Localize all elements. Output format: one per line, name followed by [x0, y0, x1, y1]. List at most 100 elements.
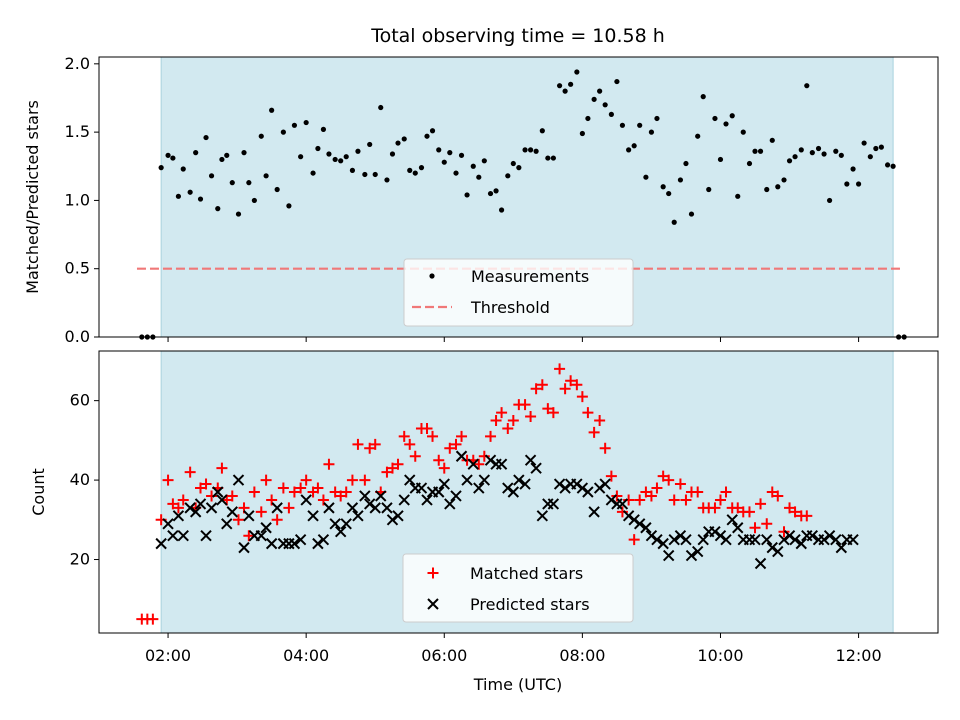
matched-star-point [732, 502, 744, 514]
top-y-tick-label: 0.5 [65, 259, 90, 278]
chart-title: Total observing time = 10.58 h [370, 25, 665, 47]
matched-star-point [277, 482, 289, 494]
measurement-point [740, 129, 746, 135]
predicted-star-point [795, 537, 807, 550]
top-y-tick-label: 1.0 [65, 190, 90, 209]
predicted-star-point [818, 533, 830, 546]
matched-star-point [623, 494, 635, 506]
measurement-point [878, 144, 884, 150]
measurement-point [821, 151, 827, 157]
predicted-star-point [177, 529, 189, 542]
predicted-star-point [502, 482, 514, 494]
legend-measurement-marker [429, 273, 435, 279]
matched-star-point [801, 510, 813, 522]
predicted-star-point [571, 478, 583, 490]
predicted-star-point [421, 494, 433, 506]
matched-star-point [438, 462, 450, 474]
predicted-star-point [588, 506, 600, 518]
measurement-point [884, 162, 891, 168]
measurement-point [158, 165, 164, 171]
matched-star-point [634, 494, 646, 506]
measurement-point [418, 165, 425, 171]
matched-star-point [421, 422, 433, 434]
measurement-point [861, 140, 867, 146]
predicted-star-point [772, 545, 784, 558]
measurement-point [585, 115, 591, 122]
bottom-x-tick-label: 08:00 [559, 646, 605, 665]
measurement-point [752, 148, 758, 154]
predicted-star-point [243, 510, 255, 522]
measurement-point [224, 152, 230, 158]
measurement-point [648, 129, 655, 135]
matched-star-point [772, 490, 784, 502]
bottom-x-tick-label: 10:00 [697, 646, 743, 665]
measurement-point [263, 173, 269, 179]
predicted-star-point [162, 518, 174, 530]
matched-star-point [295, 482, 307, 494]
predicted-star-point [467, 458, 479, 470]
matched-star-point [478, 450, 490, 462]
matched-star-point [571, 379, 583, 391]
predicted-star-point [155, 537, 167, 550]
measurement-point [436, 147, 442, 153]
matched-star-point [381, 466, 393, 478]
measurement-point [401, 136, 407, 142]
predicted-star-point [680, 533, 692, 546]
matched-star-point [755, 498, 767, 510]
matched-star-point [364, 442, 376, 454]
measurement-point [481, 158, 487, 164]
measurement-point [193, 150, 199, 156]
measurement-point [424, 133, 430, 139]
measurement-point [389, 151, 396, 157]
measurement-point [597, 88, 603, 94]
predicted-star-point [381, 502, 393, 514]
predicted-star-point [329, 518, 341, 530]
measurement-point [666, 190, 672, 197]
measurement-point [556, 83, 563, 89]
predicted-star-point [766, 541, 778, 554]
measurement-point [855, 181, 862, 187]
measurement-point [654, 115, 660, 122]
bottom-legend-box [402, 553, 634, 623]
top-axes-frame [98, 56, 939, 338]
matched-star-point [232, 514, 244, 526]
matched-star-point [714, 494, 726, 506]
measurement-point [493, 188, 499, 194]
predicted-star-point [369, 502, 381, 514]
matched-star-point [456, 430, 468, 442]
predicted-star-point [559, 482, 571, 494]
predicted-star-point [392, 510, 404, 522]
matched-star-point [346, 474, 358, 486]
top-legend: Measurements Threshold [403, 258, 634, 327]
measurement-point [798, 147, 804, 153]
predicted-star-point [484, 454, 497, 466]
top-x-axis [167, 337, 860, 342]
matched-star-point [554, 363, 566, 375]
predicted-star-point [519, 478, 531, 490]
measurement-point [429, 128, 436, 134]
measurement-point [562, 88, 568, 94]
bottom-axes-frame [98, 350, 939, 634]
matched-star-point [398, 430, 410, 442]
predicted-star-point [720, 533, 732, 546]
measurement-point [203, 134, 209, 141]
measurement-point [447, 150, 453, 156]
predicted-star-point [404, 474, 416, 486]
measurement-point [407, 167, 413, 173]
matched-star-point [599, 442, 611, 454]
measurement-point [165, 152, 171, 158]
top-y-tick-label: 2.0 [65, 54, 90, 73]
matched-star-point [668, 494, 680, 506]
measurement-point [349, 167, 356, 173]
matched-star-point [657, 470, 669, 482]
measurement-point [338, 158, 344, 164]
bottom-y-axis-label: Count [29, 468, 48, 516]
predicted-star-point [547, 498, 560, 510]
measurement-point [332, 156, 338, 163]
top-panel: 0.00.51.01.52.0 Matched/Predicted stars … [23, 54, 939, 346]
predicted-star-point [691, 545, 704, 558]
matched-star-point [565, 375, 577, 387]
predicted-star-point [216, 494, 228, 506]
measurement-point [522, 147, 528, 153]
predicted-star-point [640, 522, 652, 534]
